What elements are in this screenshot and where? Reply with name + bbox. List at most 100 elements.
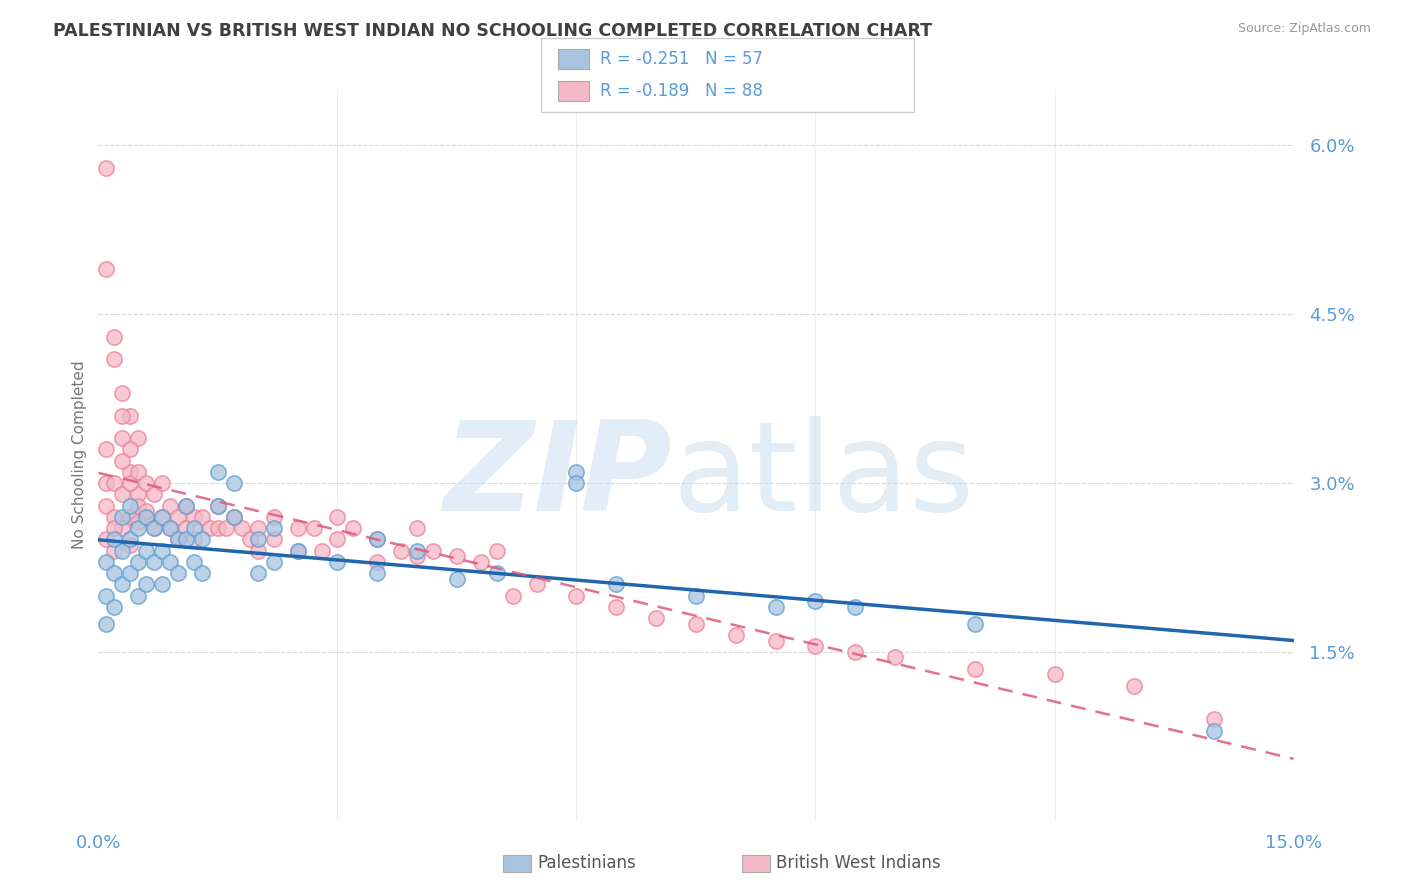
Point bbox=[167, 533, 190, 547]
Point bbox=[143, 521, 166, 535]
Point bbox=[96, 589, 118, 603]
Point bbox=[485, 566, 508, 580]
Point bbox=[159, 499, 181, 513]
Point bbox=[103, 521, 125, 535]
Point bbox=[342, 521, 364, 535]
Point bbox=[311, 543, 333, 558]
Point bbox=[103, 533, 125, 547]
Point bbox=[565, 589, 588, 603]
Point bbox=[191, 566, 214, 580]
Point bbox=[96, 442, 118, 457]
Point bbox=[287, 543, 309, 558]
Point bbox=[111, 386, 134, 401]
Point bbox=[263, 555, 285, 569]
Point bbox=[287, 543, 309, 558]
Point bbox=[685, 589, 707, 603]
Point bbox=[135, 509, 157, 524]
Point bbox=[470, 555, 492, 569]
Point bbox=[120, 476, 142, 491]
Point bbox=[143, 555, 166, 569]
Point bbox=[207, 465, 229, 479]
Point bbox=[366, 566, 388, 580]
Point bbox=[150, 577, 173, 591]
Text: R = -0.251   N = 57: R = -0.251 N = 57 bbox=[600, 50, 763, 68]
Point bbox=[135, 504, 157, 518]
Point bbox=[963, 616, 986, 631]
Point bbox=[135, 476, 157, 491]
Point bbox=[120, 538, 142, 552]
Point bbox=[366, 533, 388, 547]
Point bbox=[143, 521, 166, 535]
Point bbox=[502, 589, 524, 603]
Point bbox=[422, 543, 444, 558]
Point bbox=[127, 465, 149, 479]
Point bbox=[207, 521, 229, 535]
Point bbox=[207, 499, 229, 513]
Point bbox=[120, 499, 142, 513]
Point bbox=[605, 599, 627, 614]
Point bbox=[111, 431, 134, 445]
Point bbox=[685, 616, 707, 631]
Point bbox=[150, 509, 173, 524]
Point bbox=[120, 465, 142, 479]
Point bbox=[198, 521, 221, 535]
Point bbox=[605, 577, 627, 591]
Point bbox=[120, 533, 142, 547]
Point bbox=[96, 533, 118, 547]
Point bbox=[103, 566, 125, 580]
Point bbox=[96, 555, 118, 569]
Point bbox=[446, 549, 468, 564]
Point bbox=[120, 442, 142, 457]
Point bbox=[765, 599, 787, 614]
Point bbox=[96, 499, 118, 513]
Point bbox=[150, 509, 173, 524]
Point bbox=[167, 509, 190, 524]
Point bbox=[526, 577, 548, 591]
Point bbox=[246, 521, 269, 535]
Point bbox=[120, 509, 142, 524]
Point bbox=[174, 499, 197, 513]
Point bbox=[765, 633, 787, 648]
Point bbox=[366, 533, 388, 547]
Point bbox=[1123, 679, 1146, 693]
Point bbox=[724, 628, 747, 642]
Point bbox=[804, 594, 827, 608]
Point bbox=[150, 543, 173, 558]
Text: PALESTINIAN VS BRITISH WEST INDIAN NO SCHOOLING COMPLETED CORRELATION CHART: PALESTINIAN VS BRITISH WEST INDIAN NO SC… bbox=[53, 22, 932, 40]
Point bbox=[135, 577, 157, 591]
Text: Palestinians: Palestinians bbox=[537, 855, 636, 872]
Text: ZIP: ZIP bbox=[443, 417, 672, 537]
Text: atlas: atlas bbox=[672, 417, 974, 537]
Point bbox=[215, 521, 238, 535]
Point bbox=[159, 555, 181, 569]
Point bbox=[485, 543, 508, 558]
Point bbox=[103, 543, 125, 558]
Point bbox=[207, 499, 229, 513]
Point bbox=[191, 509, 214, 524]
Point bbox=[222, 509, 245, 524]
Point bbox=[246, 566, 269, 580]
Point bbox=[111, 577, 134, 591]
Point bbox=[326, 533, 349, 547]
Text: Source: ZipAtlas.com: Source: ZipAtlas.com bbox=[1237, 22, 1371, 36]
Point bbox=[406, 521, 429, 535]
Point bbox=[884, 650, 907, 665]
Point bbox=[222, 509, 245, 524]
Point bbox=[263, 521, 285, 535]
Point bbox=[159, 521, 181, 535]
Point bbox=[150, 476, 173, 491]
Text: R = -0.189   N = 88: R = -0.189 N = 88 bbox=[600, 82, 763, 100]
Point bbox=[127, 521, 149, 535]
Point bbox=[565, 476, 588, 491]
Point bbox=[1202, 712, 1225, 726]
Point bbox=[183, 521, 205, 535]
Y-axis label: No Schooling Completed: No Schooling Completed bbox=[72, 360, 87, 549]
Point bbox=[222, 476, 245, 491]
Point bbox=[96, 616, 118, 631]
Point bbox=[167, 533, 190, 547]
Point bbox=[174, 533, 197, 547]
Point bbox=[183, 509, 205, 524]
Point bbox=[120, 566, 142, 580]
Point bbox=[174, 499, 197, 513]
Point bbox=[111, 509, 134, 524]
